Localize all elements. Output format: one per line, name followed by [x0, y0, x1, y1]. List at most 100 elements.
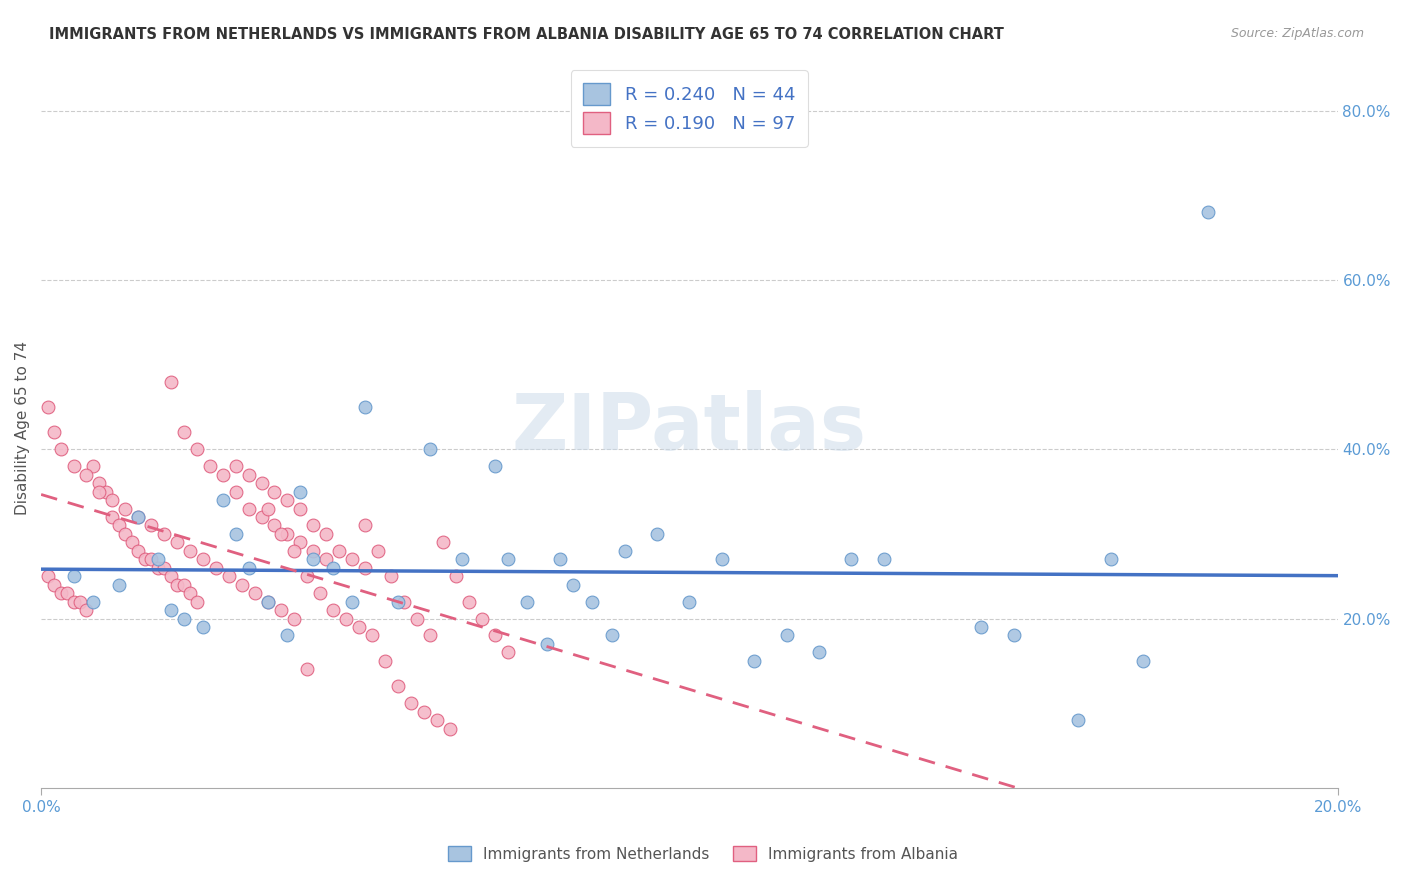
Point: [250, 510, 273, 524]
Point: [82, 594, 104, 608]
Point: [295, 662, 318, 676]
Point: [108, 518, 131, 533]
Point: [1067, 713, 1090, 727]
Point: [82, 459, 104, 474]
Point: [243, 586, 266, 600]
Point: [444, 569, 467, 583]
Point: [775, 628, 797, 642]
Point: [121, 535, 143, 549]
Point: [166, 535, 188, 549]
Point: [335, 611, 357, 625]
Point: [425, 713, 447, 727]
Point: [471, 611, 494, 625]
Point: [392, 594, 415, 608]
Point: [516, 594, 538, 608]
Point: [225, 459, 247, 474]
Point: [238, 501, 260, 516]
Point: [76, 467, 98, 482]
Point: [42, 425, 65, 440]
Point: [37, 569, 59, 583]
Point: [127, 510, 149, 524]
Point: [496, 552, 519, 566]
Point: [484, 459, 506, 474]
Point: [42, 577, 65, 591]
Point: [536, 637, 558, 651]
Point: [173, 425, 195, 440]
Point: [302, 544, 325, 558]
Point: [342, 594, 364, 608]
Point: [742, 654, 765, 668]
Point: [173, 577, 195, 591]
Point: [380, 569, 402, 583]
Point: [276, 527, 298, 541]
Point: [451, 552, 474, 566]
Point: [1099, 552, 1122, 566]
Y-axis label: Disability Age 65 to 74: Disability Age 65 to 74: [15, 341, 30, 516]
Point: [186, 594, 208, 608]
Point: [173, 611, 195, 625]
Point: [873, 552, 896, 566]
Point: [231, 577, 253, 591]
Point: [1197, 205, 1219, 219]
Point: [186, 442, 208, 457]
Point: [89, 484, 111, 499]
Point: [37, 400, 59, 414]
Point: [290, 484, 312, 499]
Point: [89, 476, 111, 491]
Point: [211, 467, 233, 482]
Point: [290, 501, 312, 516]
Point: [193, 552, 215, 566]
Point: [354, 560, 377, 574]
Point: [141, 552, 163, 566]
Point: [134, 552, 156, 566]
Point: [354, 400, 377, 414]
Point: [159, 375, 181, 389]
Point: [302, 552, 325, 566]
Point: [322, 603, 344, 617]
Point: [387, 594, 409, 608]
Text: IMMIGRANTS FROM NETHERLANDS VS IMMIGRANTS FROM ALBANIA DISABILITY AGE 65 TO 74 C: IMMIGRANTS FROM NETHERLANDS VS IMMIGRANT…: [49, 27, 1004, 42]
Point: [600, 628, 623, 642]
Point: [62, 459, 84, 474]
Point: [101, 493, 124, 508]
Point: [238, 560, 260, 574]
Point: [193, 620, 215, 634]
Point: [283, 544, 305, 558]
Point: [548, 552, 571, 566]
Point: [62, 569, 84, 583]
Point: [225, 484, 247, 499]
Point: [496, 645, 519, 659]
Point: [250, 476, 273, 491]
Point: [49, 442, 72, 457]
Point: [645, 527, 668, 541]
Point: [581, 594, 603, 608]
Point: [484, 628, 506, 642]
Point: [270, 527, 292, 541]
Point: [114, 527, 136, 541]
Point: [263, 518, 285, 533]
Point: [62, 594, 84, 608]
Point: [406, 611, 429, 625]
Point: [432, 535, 454, 549]
Point: [146, 552, 169, 566]
Point: [561, 577, 583, 591]
Point: [458, 594, 481, 608]
Point: [257, 501, 280, 516]
Point: [159, 569, 181, 583]
Point: [328, 544, 350, 558]
Point: [315, 527, 337, 541]
Point: [56, 586, 79, 600]
Point: [211, 493, 233, 508]
Point: [205, 560, 228, 574]
Point: [342, 552, 364, 566]
Legend: Immigrants from Netherlands, Immigrants from Albania: Immigrants from Netherlands, Immigrants …: [439, 837, 967, 871]
Point: [308, 586, 330, 600]
Point: [360, 628, 382, 642]
Point: [283, 611, 305, 625]
Point: [257, 594, 280, 608]
Point: [166, 577, 188, 591]
Point: [146, 560, 169, 574]
Point: [710, 552, 733, 566]
Point: [69, 594, 91, 608]
Point: [76, 603, 98, 617]
